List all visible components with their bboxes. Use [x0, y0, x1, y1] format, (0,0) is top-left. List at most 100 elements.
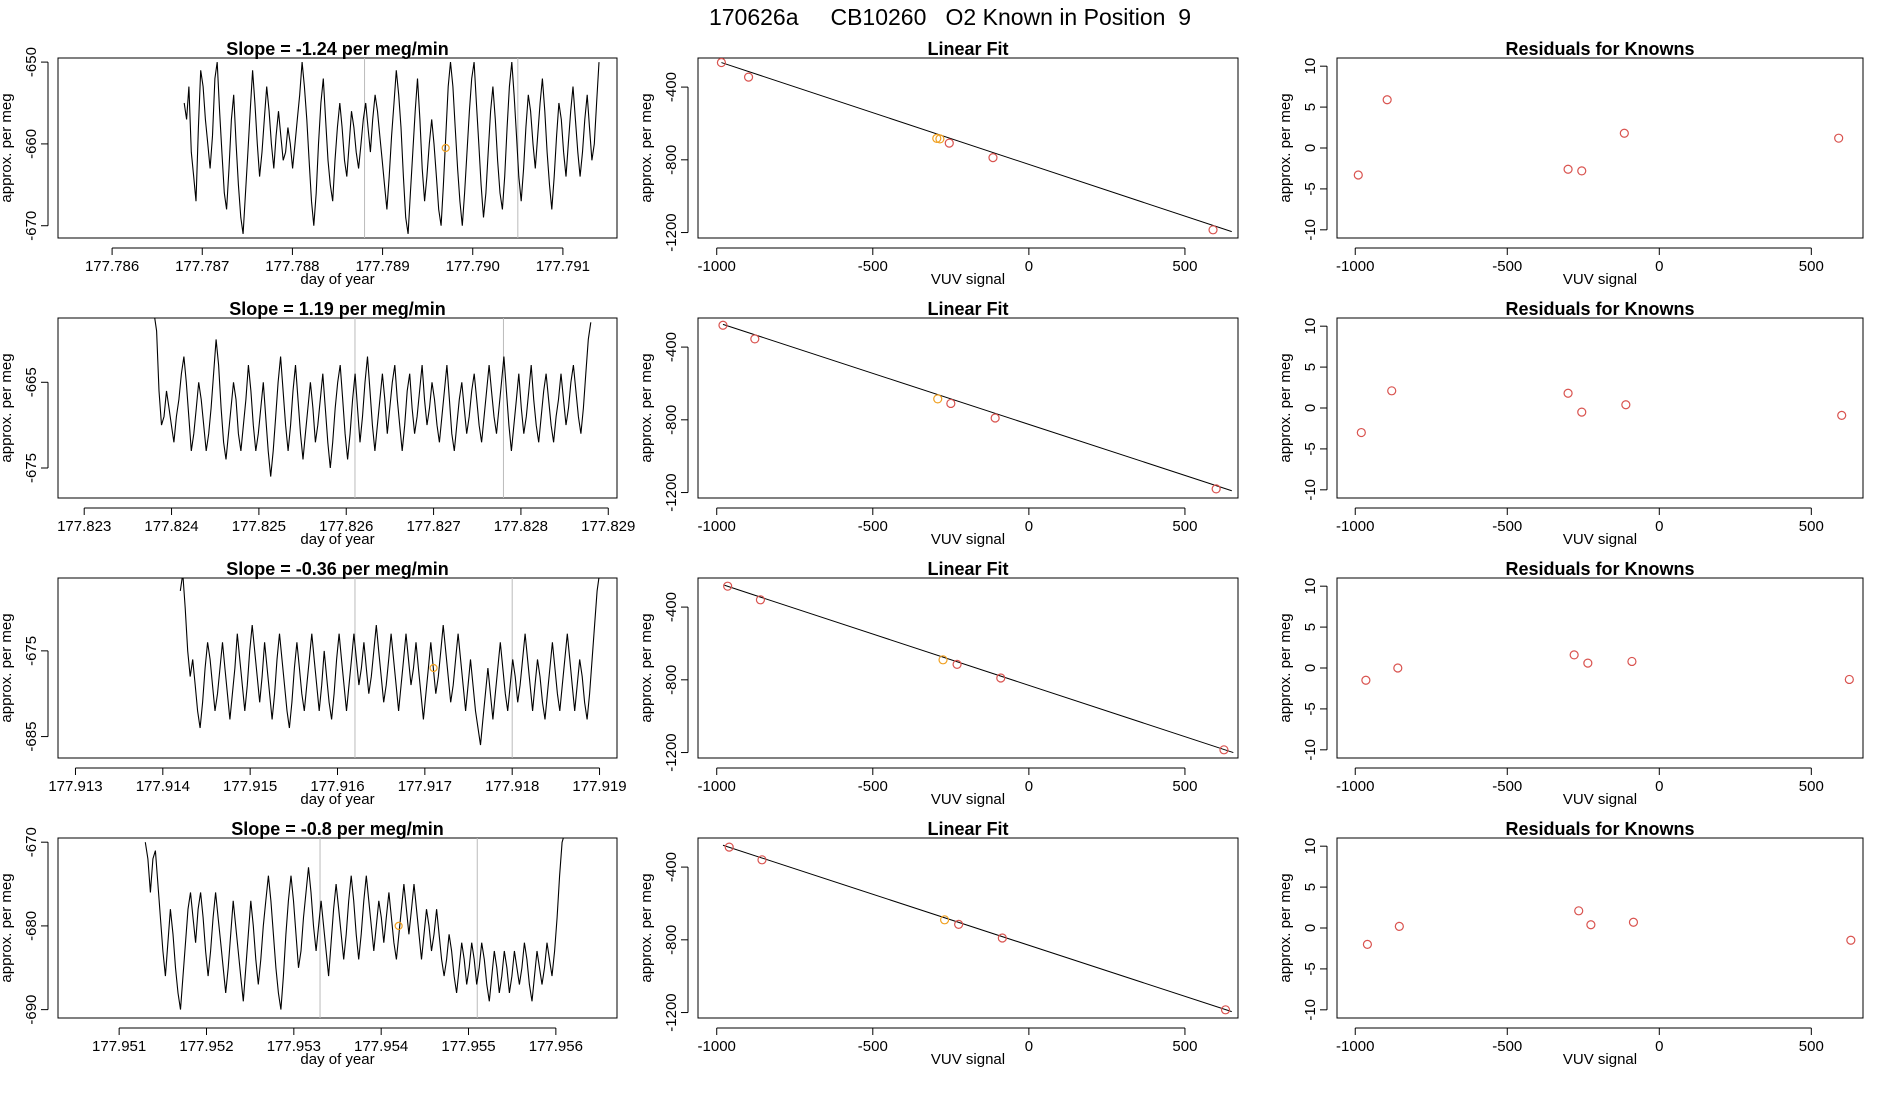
x-tick-label: 177.829 — [581, 518, 635, 535]
plot-title: Residuals for Knowns — [1505, 39, 1694, 59]
y-axis-label: approx. per meg — [1277, 873, 1294, 982]
x-axis-label: VUV signal — [931, 791, 1005, 808]
y-axis-label: approx. per meg — [1277, 353, 1294, 462]
x-tick-label: 500 — [1172, 518, 1197, 535]
x-tick-label: -1000 — [698, 778, 736, 795]
x-tick-label: 0 — [1025, 778, 1033, 795]
known-point — [723, 581, 733, 591]
x-tick-label: 177.954 — [354, 1038, 408, 1055]
plot-title: Linear Fit — [927, 299, 1008, 319]
x-tick-label: -500 — [858, 778, 888, 795]
x-tick-label: 177.788 — [265, 258, 319, 275]
x-axis-label: VUV signal — [931, 531, 1005, 548]
y-tick-label: -665 — [23, 367, 40, 397]
y-tick-label: 0 — [1302, 144, 1319, 152]
y-tick-label: -660 — [23, 129, 40, 159]
x-tick-label: 177.953 — [267, 1038, 321, 1055]
plot-frame — [1336, 57, 1864, 239]
linear-fit-panel-row-3: Linear Fit -1000 -500 0 500 VUV signal -400 -80… — [638, 559, 1239, 808]
residual-point — [1837, 410, 1847, 420]
x-axis-label: day of year — [300, 791, 374, 808]
fit-line — [724, 584, 1234, 754]
plot-title: Residuals for Knowns — [1505, 819, 1694, 839]
current-sample-point — [429, 663, 438, 673]
residual-point — [1387, 386, 1397, 396]
y-tick-label: -10 — [1302, 999, 1319, 1021]
known-point — [1219, 745, 1229, 755]
x-axis-label: VUV signal — [1563, 791, 1637, 808]
y-axis-label: approx. per meg — [638, 93, 655, 202]
plot-title: Linear Fit — [927, 819, 1008, 839]
x-tick-label: 0 — [1655, 518, 1663, 535]
residual-point — [1844, 674, 1854, 685]
x-tick-label: 500 — [1172, 258, 1197, 275]
plot-area — [716, 58, 1232, 235]
residual-point — [1586, 920, 1596, 930]
plot-area — [723, 581, 1234, 755]
plot-frame — [57, 317, 618, 499]
x-tick-label: -500 — [1492, 258, 1522, 275]
y-axis-label: approx. per meg — [0, 873, 15, 982]
y-tick-label: -1200 — [663, 213, 680, 251]
known-point — [944, 138, 954, 148]
plot-frame — [1336, 317, 1864, 499]
current-point — [938, 655, 948, 665]
y-axis-label: approx. per meg — [638, 873, 655, 982]
fit-line — [722, 844, 1232, 1013]
plot-area — [1356, 386, 1847, 438]
residuals-panel-row-4: Residuals for Knowns -1000 -500 0 500 VUV sig… — [1277, 819, 1864, 1068]
y-tick-label: -400 — [663, 72, 680, 102]
x-tick-label: 500 — [1799, 1038, 1824, 1055]
plot-title: Slope = -1.24 per meg/min — [226, 39, 449, 59]
x-tick-label: -500 — [858, 1038, 888, 1055]
residual-point — [1834, 133, 1844, 143]
plot-frame — [57, 57, 618, 239]
x-tick-label: -500 — [1492, 518, 1522, 535]
signal-series-line — [144, 838, 564, 1010]
plot-title: Residuals for Knowns — [1505, 299, 1694, 319]
x-tick-label: -1000 — [698, 258, 736, 275]
x-axis-label: VUV signal — [1563, 531, 1637, 548]
x-tick-label: 177.823 — [57, 518, 111, 535]
y-tick-label: -675 — [23, 453, 40, 483]
x-tick-label: 177.791 — [536, 258, 590, 275]
current-sample-point — [441, 143, 450, 153]
y-tick-label: -1200 — [663, 993, 680, 1031]
plot-frame — [697, 577, 1239, 759]
residual-point — [1846, 935, 1856, 945]
x-axis-label: VUV signal — [1563, 1051, 1637, 1068]
y-tick-label: 10 — [1302, 58, 1319, 75]
x-tick-label: -500 — [858, 518, 888, 535]
x-tick-label: 177.824 — [144, 518, 198, 535]
residual-point — [1577, 407, 1587, 417]
y-axis-label: approx. per meg — [1277, 93, 1294, 202]
x-tick-label: 177.789 — [355, 258, 409, 275]
x-axis-label: day of year — [300, 271, 374, 288]
plot-area — [1353, 95, 1844, 180]
residual-point — [1621, 400, 1631, 410]
x-tick-label: -500 — [1492, 778, 1522, 795]
x-tick-label: 177.917 — [398, 778, 452, 795]
residual-point — [1574, 906, 1584, 916]
y-tick-label: -400 — [663, 852, 680, 882]
y-tick-label: -800 — [663, 405, 680, 435]
plot-frame — [1336, 837, 1864, 1019]
residual-point — [1353, 170, 1363, 180]
y-tick-label: -10 — [1302, 479, 1319, 501]
linear-fit-panel-row-4: Linear Fit -1000 -500 0 500 VUV signal -400 -80… — [638, 819, 1239, 1068]
y-tick-label: 0 — [1302, 664, 1319, 672]
plot-area — [722, 842, 1232, 1015]
y-tick-label: 10 — [1302, 318, 1319, 335]
residual-point — [1356, 427, 1366, 438]
x-tick-label: 177.786 — [85, 258, 139, 275]
x-tick-label: 177.914 — [136, 778, 190, 795]
y-tick-label: 5 — [1302, 883, 1319, 891]
known-point — [990, 413, 1000, 423]
residual-point — [1619, 128, 1629, 138]
residuals-panel-row-2: Residuals for Knowns -1000 -500 0 500 VUV sig… — [1277, 299, 1864, 548]
signal-series-line — [154, 318, 592, 477]
y-axis-label: approx. per meg — [0, 353, 15, 462]
known-point — [988, 153, 998, 163]
x-tick-label: 177.828 — [494, 518, 548, 535]
